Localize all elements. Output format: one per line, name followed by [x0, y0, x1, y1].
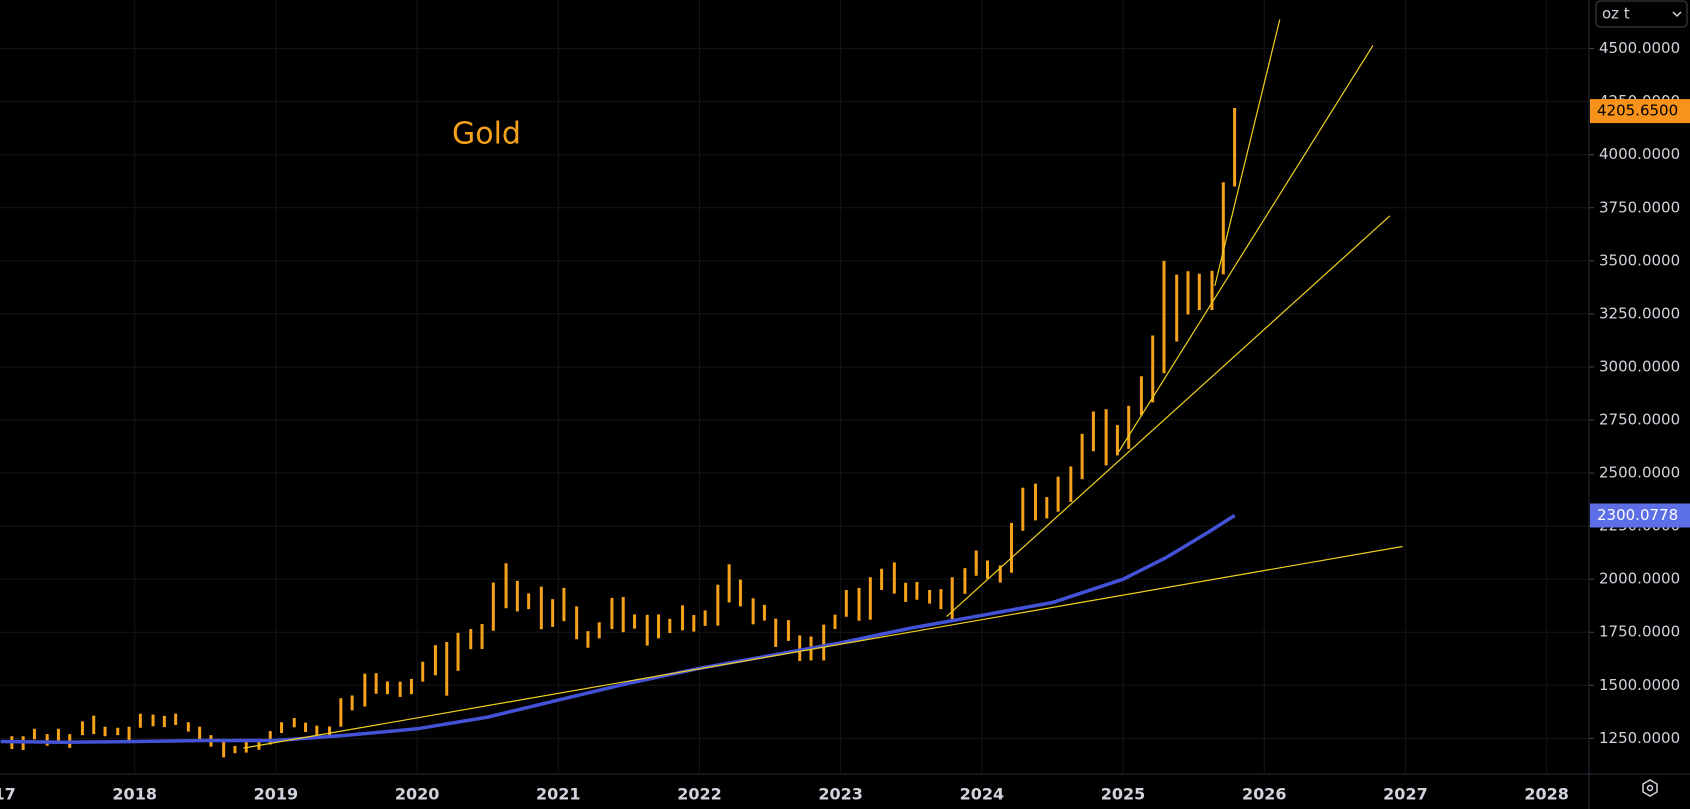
price-tag-label: 4205.6500 [1597, 102, 1678, 120]
overlay-layer [0, 19, 1403, 749]
x-tick-label: 2028 [1524, 785, 1569, 804]
moving-average [0, 514, 1236, 744]
x-tick-label: 2026 [1242, 785, 1287, 804]
x-tick-label: 2020 [395, 785, 440, 804]
settings-icon[interactable] [1642, 779, 1658, 797]
y-tick-label: 1750.0000 [1599, 623, 1680, 641]
x-tick-label: 2022 [677, 785, 722, 804]
x-tick-label: 2017 [0, 785, 16, 804]
y-tick-label: 3000.0000 [1599, 357, 1680, 375]
x-tick-label: 2024 [960, 785, 1005, 804]
price-tag-label: 2300.0778 [1597, 506, 1678, 524]
axis-layer: 1250.00001500.00001750.00002000.00002250… [0, 39, 1690, 804]
trend-line [1118, 45, 1374, 452]
marks-layer [10, 108, 1237, 758]
x-tick-label: 2018 [112, 785, 157, 804]
trend-line [1214, 19, 1281, 287]
settings-button[interactable] [1642, 779, 1658, 797]
x-tick-label: 2021 [536, 785, 581, 804]
y-tick-label: 2500.0000 [1599, 464, 1680, 482]
y-tick-label: 4500.0000 [1599, 39, 1680, 57]
trend-line [243, 545, 1403, 749]
y-tick-label: 4000.0000 [1599, 145, 1680, 163]
y-tick-label: 2750.0000 [1599, 411, 1680, 429]
y-tick-label: 1500.0000 [1599, 676, 1680, 694]
y-tick-label: 2000.0000 [1599, 570, 1680, 588]
y-tick-label: 3750.0000 [1599, 198, 1680, 216]
y-tick-label: 3250.0000 [1599, 304, 1680, 322]
unit-box[interactable] [1595, 0, 1688, 28]
price-tag [1590, 503, 1690, 528]
chart-title: Gold [452, 117, 521, 152]
settings-icon-center[interactable] [1646, 784, 1654, 792]
grid-layer [0, 0, 1589, 774]
unit-label[interactable]: oz t [1602, 5, 1630, 23]
y-tick-label: 3500.0000 [1599, 251, 1680, 269]
unit-dropdown[interactable]: oz t [1595, 0, 1688, 28]
price-tag [1590, 99, 1690, 124]
x-tick-label: 2025 [1101, 785, 1146, 804]
dropdown-chevron[interactable] [1672, 11, 1682, 18]
y-tick-label: 1250.0000 [1599, 729, 1680, 747]
x-tick-label: 2019 [254, 785, 299, 804]
x-tick-label: 2023 [818, 785, 863, 804]
x-tick-label: 2027 [1383, 785, 1428, 804]
trend-line [946, 215, 1391, 617]
